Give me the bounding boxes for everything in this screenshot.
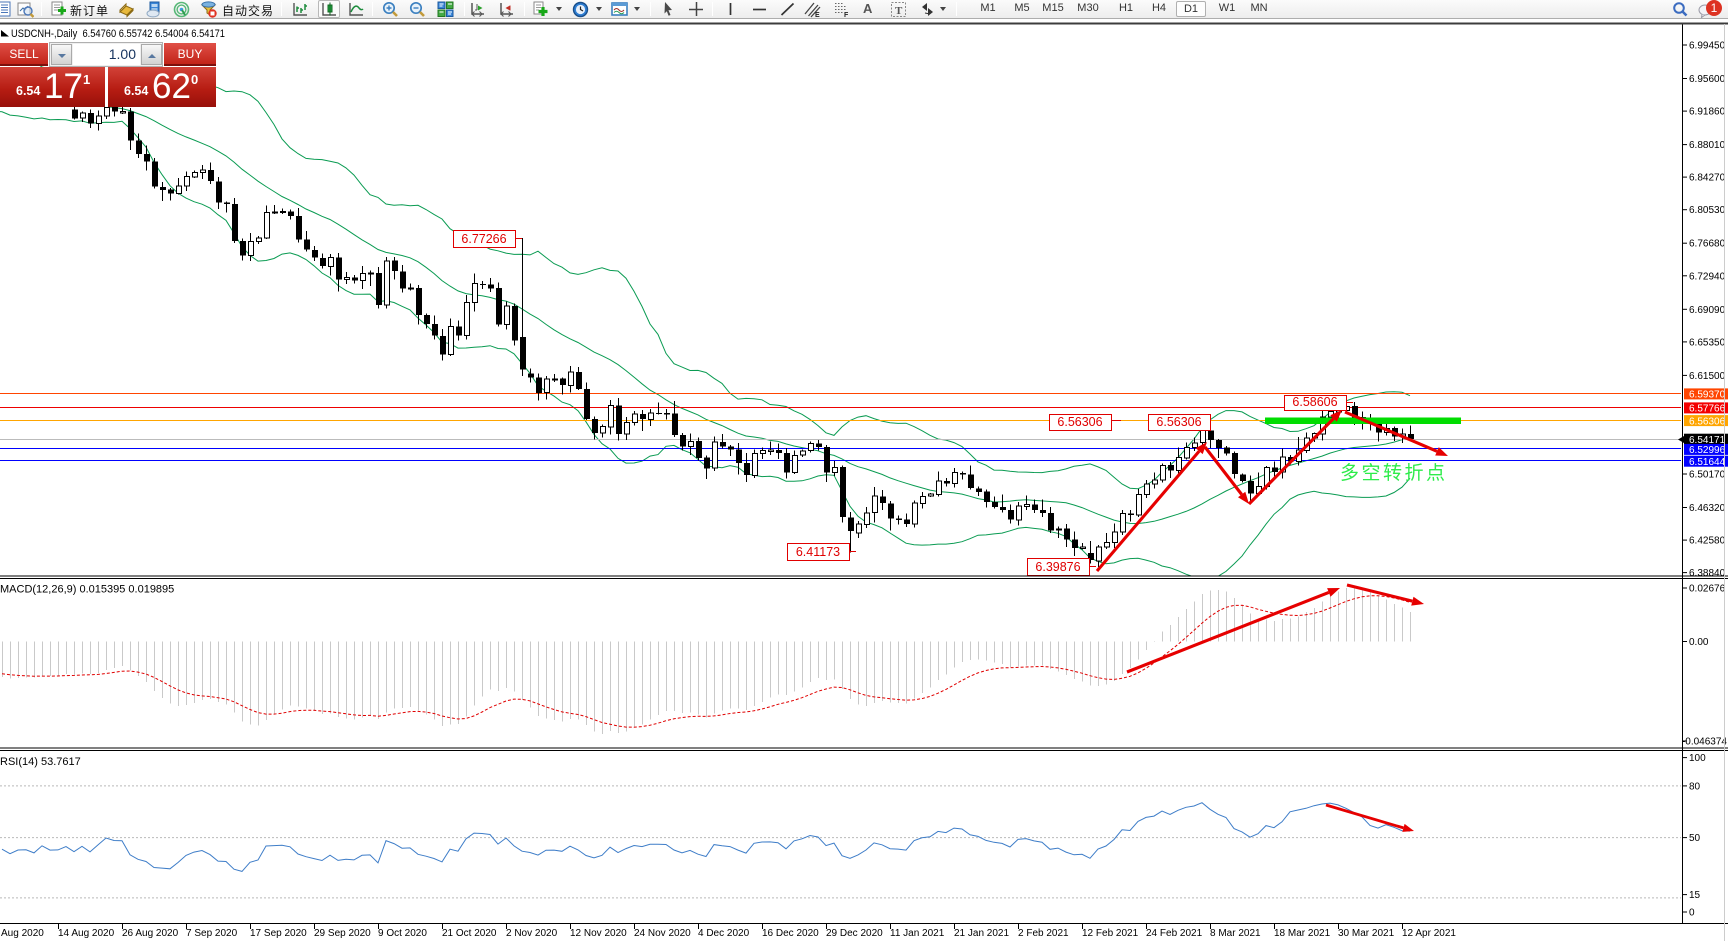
svg-text:8 Mar 2021: 8 Mar 2021: [1210, 928, 1261, 939]
svg-text:24 Nov 2020: 24 Nov 2020: [634, 928, 691, 939]
svg-text:6.88010: 6.88010: [1689, 140, 1726, 151]
svg-text:E: E: [815, 12, 820, 18]
svg-text:0.00: 0.00: [1689, 637, 1709, 648]
svg-text:6.99450: 6.99450: [1689, 41, 1726, 52]
svg-text:6.42580: 6.42580: [1689, 536, 1726, 547]
svg-text:6.84270: 6.84270: [1689, 173, 1726, 184]
svg-text:6.39876: 6.39876: [1035, 560, 1080, 574]
svg-text:4 Dec 2020: 4 Dec 2020: [698, 928, 750, 939]
svg-text:6.58606: 6.58606: [1292, 395, 1337, 409]
svg-text:6.80530: 6.80530: [1689, 205, 1726, 216]
svg-text:6.50170: 6.50170: [1689, 470, 1726, 481]
svg-text:6.69090: 6.69090: [1689, 305, 1726, 316]
svg-text:9 Oct 2020: 9 Oct 2020: [378, 928, 427, 939]
svg-text:-0.046374: -0.046374: [1682, 737, 1727, 748]
svg-text:12 Nov 2020: 12 Nov 2020: [570, 928, 627, 939]
svg-text:29 Sep 2020: 29 Sep 2020: [314, 928, 371, 939]
svg-text:6.57766: 6.57766: [1689, 404, 1726, 415]
svg-text:6.65350: 6.65350: [1689, 337, 1726, 348]
svg-text:F: F: [844, 12, 849, 18]
svg-text:15: 15: [1689, 890, 1701, 901]
svg-text:100: 100: [1689, 753, 1706, 764]
svg-text:USDCNH-,Daily 6.54760 6.55742: USDCNH-,Daily 6.54760 6.55742 6.54004 6.…: [11, 28, 225, 40]
svg-text:6.56306: 6.56306: [1057, 415, 1102, 429]
svg-text:MACD(12,26,9) 0.015395 0.01989: MACD(12,26,9) 0.015395 0.019895: [0, 584, 174, 596]
svg-text:6.52996: 6.52996: [1689, 445, 1726, 456]
svg-text:50: 50: [1689, 833, 1701, 844]
svg-text:RSI(14) 53.7617: RSI(14) 53.7617: [0, 756, 81, 768]
svg-text:2 Nov 2020: 2 Nov 2020: [506, 928, 558, 939]
svg-text:6.77266: 6.77266: [461, 232, 506, 246]
svg-text:6.76680: 6.76680: [1689, 239, 1726, 250]
svg-text:11 Jan 2021: 11 Jan 2021: [890, 928, 945, 939]
svg-text:21 Oct 2020: 21 Oct 2020: [442, 928, 497, 939]
svg-text:多空转折点: 多空转折点: [1340, 462, 1448, 484]
svg-text:6.59370: 6.59370: [1689, 390, 1726, 401]
svg-text:80: 80: [1689, 781, 1701, 792]
svg-text:21 Jan 2021: 21 Jan 2021: [954, 928, 1009, 939]
svg-text:6.72940: 6.72940: [1689, 271, 1726, 282]
svg-text:6.56306: 6.56306: [1156, 415, 1201, 429]
svg-text:7 Sep 2020: 7 Sep 2020: [186, 928, 238, 939]
svg-text:29 Dec 2020: 29 Dec 2020: [826, 928, 883, 939]
svg-text:0.02676: 0.02676: [1689, 584, 1726, 595]
svg-text:18 Mar 2021: 18 Mar 2021: [1274, 928, 1331, 939]
svg-text:6.95600: 6.95600: [1689, 74, 1726, 85]
svg-text:17 Sep 2020: 17 Sep 2020: [250, 928, 307, 939]
svg-text:0: 0: [1689, 908, 1695, 919]
svg-text:24 Feb 2021: 24 Feb 2021: [1146, 928, 1203, 939]
svg-text:6.61500: 6.61500: [1689, 371, 1726, 382]
svg-text:Aug 2020: Aug 2020: [1, 928, 44, 939]
svg-text:6.54171: 6.54171: [1689, 435, 1726, 446]
svg-text:26 Aug 2020: 26 Aug 2020: [122, 928, 179, 939]
svg-text:14 Aug 2020: 14 Aug 2020: [58, 928, 115, 939]
svg-text:12 Feb 2021: 12 Feb 2021: [1082, 928, 1139, 939]
svg-text:12 Apr 2021: 12 Apr 2021: [1402, 928, 1456, 939]
svg-text:6.56306: 6.56306: [1689, 416, 1726, 427]
svg-text:T: T: [895, 5, 903, 17]
svg-text:6.38840: 6.38840: [1689, 568, 1726, 579]
svg-text:2 Feb 2021: 2 Feb 2021: [1018, 928, 1069, 939]
svg-text:30 Mar 2021: 30 Mar 2021: [1338, 928, 1395, 939]
svg-text:6.41173: 6.41173: [796, 545, 840, 559]
svg-text:6.91860: 6.91860: [1689, 107, 1726, 118]
svg-text:6.51644: 6.51644: [1689, 457, 1726, 468]
svg-text:16 Dec 2020: 16 Dec 2020: [762, 928, 819, 939]
svg-text:6.46320: 6.46320: [1689, 503, 1726, 514]
